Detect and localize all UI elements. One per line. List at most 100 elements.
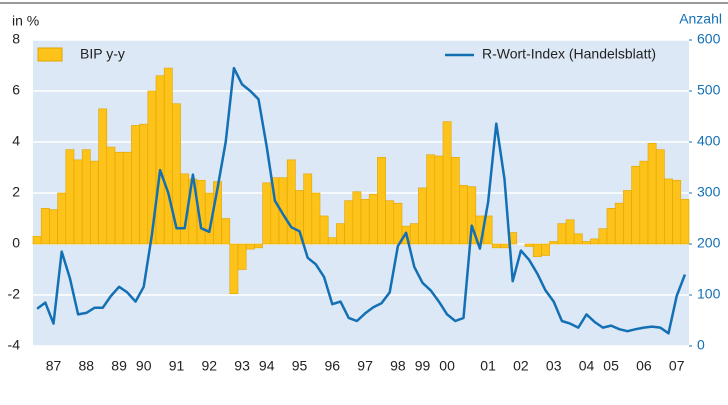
bar [352,191,362,245]
x-tick-label: 92 [202,358,218,374]
bar [163,67,173,245]
x-tick-label: 06 [636,358,652,374]
x-tick-label: 90 [136,358,152,374]
bar [131,125,140,245]
y2-tick-label: 200 [697,235,721,251]
bar [245,243,255,250]
bar [426,154,436,245]
bar [647,142,657,245]
x-tick-label: 97 [357,358,373,374]
bar [73,159,83,245]
bar [295,190,304,245]
legend-label: R-Wort-Index (Handelsblatt) [482,46,656,62]
x-tick-label: 87 [46,358,62,374]
y-tick-label: 8 [12,31,20,47]
line [36,66,687,335]
bar [664,178,673,245]
bar [582,241,591,245]
bar [377,157,386,245]
y-tick-label: 4 [12,133,20,149]
x-tick-label: 03 [546,358,562,374]
bar [450,157,460,245]
bar [344,200,354,245]
bar [336,223,345,245]
bar [623,190,632,245]
y2-tick-label: 600 [697,31,721,47]
y-tick-label: -4 [8,337,21,353]
x-tick-label: 96 [325,358,341,374]
bar [680,199,690,245]
bar [573,233,583,245]
bar [418,187,427,245]
bar [459,185,468,245]
x-tick-label: 88 [79,358,95,374]
bar [139,123,149,245]
x-tick-label: 07 [669,358,685,374]
x-tick-label: 94 [259,358,275,374]
bar [442,121,452,245]
bar [606,208,616,245]
x-tick-label: 00 [439,358,455,374]
y2-tick-label: 300 [697,184,721,200]
y-tick-label: 6 [12,82,20,98]
bar [32,236,42,245]
x-tick-label: 02 [513,358,529,374]
legend-label: BIP y-y [80,46,125,62]
x-tick-label: 01 [480,358,496,374]
bar [57,192,67,245]
x-tick-label: 95 [292,358,308,374]
y2-tick-label: 400 [697,133,721,149]
bar [303,173,313,245]
x-tick-label: 91 [169,358,185,374]
bar [114,151,124,245]
bar [541,243,550,256]
bar [598,228,608,245]
bar [590,238,600,245]
bar [262,182,272,245]
bar [631,165,641,245]
bar [49,209,58,245]
y-tick-label: 0 [12,235,20,251]
bar [524,243,534,247]
y2-tick-label: 500 [697,82,721,98]
bar [360,199,370,245]
x-tick-label: 99 [415,358,431,374]
legend-swatch [37,47,63,62]
bar [639,160,649,245]
bar [434,155,444,245]
bar [81,149,91,245]
bar [393,202,403,245]
x-tick-label: 98 [390,358,406,374]
x-tick-label: 04 [579,358,595,374]
bar [327,237,337,245]
y-tick-label: 2 [12,184,20,200]
bar [319,215,329,245]
y2-axis-label: Anzahl [679,11,722,27]
bar [672,179,682,245]
bar [532,243,542,258]
bar [229,243,239,295]
bar [368,193,378,245]
bar [237,243,247,270]
bar [467,186,477,245]
bar [491,243,501,249]
bar [40,208,50,245]
y-tick-label: -2 [8,286,21,302]
bar [549,241,559,245]
bar [122,151,132,245]
bar [98,108,108,245]
bar [500,243,509,249]
bar [655,149,665,245]
bar [565,219,575,245]
bar [286,159,296,245]
bar [106,146,116,245]
bar [90,160,99,245]
bar [254,243,263,249]
bar [409,223,419,245]
x-tick-label: 93 [234,358,250,374]
x-tick-label: 89 [111,358,127,374]
y2-tick-label: 0 [697,337,705,353]
bar [155,75,165,245]
bar [311,192,321,245]
